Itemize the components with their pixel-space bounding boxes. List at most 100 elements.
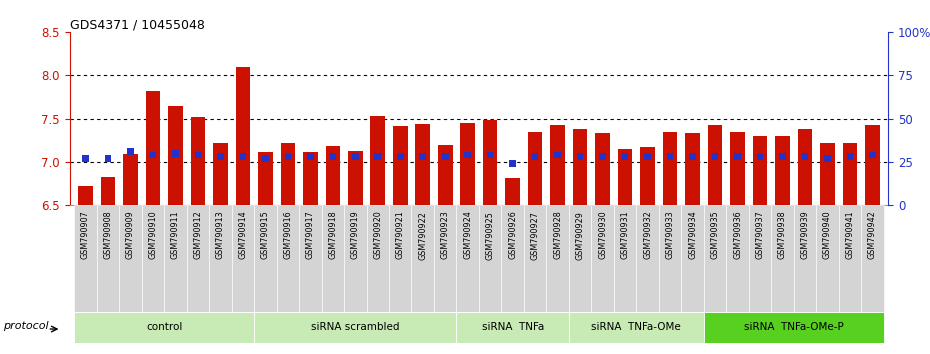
Bar xyxy=(667,153,673,160)
Bar xyxy=(614,205,636,312)
Bar xyxy=(757,153,764,160)
Text: siRNA  TNFa-OMe-P: siRNA TNFa-OMe-P xyxy=(744,322,844,332)
Bar xyxy=(419,153,426,160)
Text: GSM790939: GSM790939 xyxy=(801,211,809,259)
Bar xyxy=(389,205,411,312)
Bar xyxy=(528,132,542,205)
Bar xyxy=(663,132,677,205)
Bar xyxy=(798,129,812,205)
Bar xyxy=(479,205,501,312)
Bar xyxy=(505,178,520,205)
Bar xyxy=(532,153,538,160)
Text: GSM790917: GSM790917 xyxy=(306,211,315,259)
Bar xyxy=(397,153,404,160)
Bar xyxy=(127,148,134,155)
Bar xyxy=(793,205,817,312)
Bar xyxy=(146,91,160,205)
Bar xyxy=(303,152,318,205)
Text: GSM790924: GSM790924 xyxy=(463,211,472,259)
Text: GSM790942: GSM790942 xyxy=(868,211,877,259)
Bar xyxy=(547,205,569,312)
Bar xyxy=(240,153,246,160)
Text: GSM790929: GSM790929 xyxy=(576,211,585,259)
Bar xyxy=(375,153,381,160)
Bar xyxy=(411,205,434,312)
Text: protocol: protocol xyxy=(4,321,49,331)
Bar xyxy=(870,152,876,159)
Bar xyxy=(569,205,591,312)
Text: GSM790930: GSM790930 xyxy=(598,211,607,259)
Bar xyxy=(307,153,313,160)
Bar xyxy=(141,205,165,312)
Bar xyxy=(74,205,97,312)
Bar xyxy=(573,129,588,205)
Bar xyxy=(100,177,115,205)
Bar xyxy=(618,149,632,205)
Bar xyxy=(464,152,471,159)
Text: GSM790932: GSM790932 xyxy=(643,211,652,259)
Text: GSM790938: GSM790938 xyxy=(778,211,787,259)
Bar xyxy=(483,120,498,205)
Bar xyxy=(322,205,344,312)
Bar xyxy=(344,205,366,312)
Bar xyxy=(865,125,880,205)
Text: GSM790916: GSM790916 xyxy=(284,211,292,259)
Bar xyxy=(299,205,322,312)
Bar xyxy=(802,153,808,160)
Bar xyxy=(276,205,299,312)
Text: GDS4371 / 10455048: GDS4371 / 10455048 xyxy=(70,19,205,32)
Bar xyxy=(711,153,718,160)
Bar xyxy=(434,205,457,312)
Bar xyxy=(658,205,682,312)
Bar xyxy=(232,205,254,312)
Bar xyxy=(843,143,857,205)
Bar xyxy=(366,205,389,312)
Bar xyxy=(577,153,583,160)
Bar xyxy=(217,153,224,160)
Bar xyxy=(150,152,156,159)
Text: GSM790927: GSM790927 xyxy=(531,211,539,259)
Bar xyxy=(776,136,790,205)
Text: GSM790928: GSM790928 xyxy=(553,211,562,259)
Text: GSM790919: GSM790919 xyxy=(351,211,360,259)
Bar xyxy=(326,146,340,205)
Text: GSM790933: GSM790933 xyxy=(666,211,674,259)
Text: GSM790937: GSM790937 xyxy=(755,211,764,259)
Bar xyxy=(644,153,651,160)
Bar xyxy=(704,312,884,343)
Bar xyxy=(682,205,704,312)
Bar xyxy=(438,145,453,205)
Bar xyxy=(123,154,138,205)
Text: GSM790908: GSM790908 xyxy=(103,211,113,259)
Bar xyxy=(97,205,119,312)
Bar xyxy=(119,205,141,312)
Bar xyxy=(74,312,254,343)
Bar xyxy=(442,153,448,160)
Bar xyxy=(258,152,272,205)
Text: GSM790934: GSM790934 xyxy=(688,211,698,259)
Text: GSM790922: GSM790922 xyxy=(418,211,427,259)
Text: GSM790915: GSM790915 xyxy=(260,211,270,259)
Bar xyxy=(734,153,741,160)
Bar xyxy=(846,153,853,160)
Bar xyxy=(262,155,269,162)
Text: GSM790920: GSM790920 xyxy=(373,211,382,259)
Text: GSM790935: GSM790935 xyxy=(711,211,720,259)
Bar xyxy=(749,205,771,312)
Bar xyxy=(861,205,884,312)
Bar xyxy=(817,205,839,312)
Text: GSM790910: GSM790910 xyxy=(149,211,157,259)
Bar xyxy=(622,153,629,160)
Text: GSM790918: GSM790918 xyxy=(328,211,338,259)
Text: GSM790926: GSM790926 xyxy=(508,211,517,259)
Bar xyxy=(254,205,276,312)
Bar xyxy=(105,155,112,162)
Bar xyxy=(636,205,658,312)
Bar xyxy=(640,147,655,205)
Text: siRNA scrambled: siRNA scrambled xyxy=(311,322,400,332)
Bar xyxy=(599,153,606,160)
Bar xyxy=(235,67,250,205)
Bar xyxy=(554,152,561,159)
Bar xyxy=(348,151,363,205)
Bar xyxy=(726,205,749,312)
